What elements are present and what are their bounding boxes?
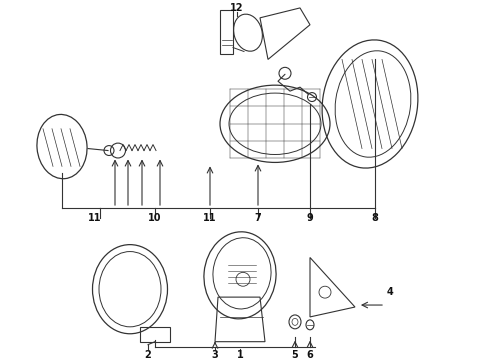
Text: 10: 10 xyxy=(148,213,162,223)
Text: 6: 6 xyxy=(307,350,314,360)
Text: 9: 9 xyxy=(307,213,314,223)
Text: 12: 12 xyxy=(230,3,244,13)
Text: 11: 11 xyxy=(88,213,102,223)
Text: 11: 11 xyxy=(203,213,217,223)
Bar xyxy=(140,327,170,342)
Text: 1: 1 xyxy=(237,350,244,360)
Text: 2: 2 xyxy=(145,350,151,360)
Text: 3: 3 xyxy=(212,350,219,360)
Text: 8: 8 xyxy=(371,213,378,223)
Text: 7: 7 xyxy=(255,213,261,223)
Text: 4: 4 xyxy=(387,287,393,297)
Text: 5: 5 xyxy=(292,350,298,360)
